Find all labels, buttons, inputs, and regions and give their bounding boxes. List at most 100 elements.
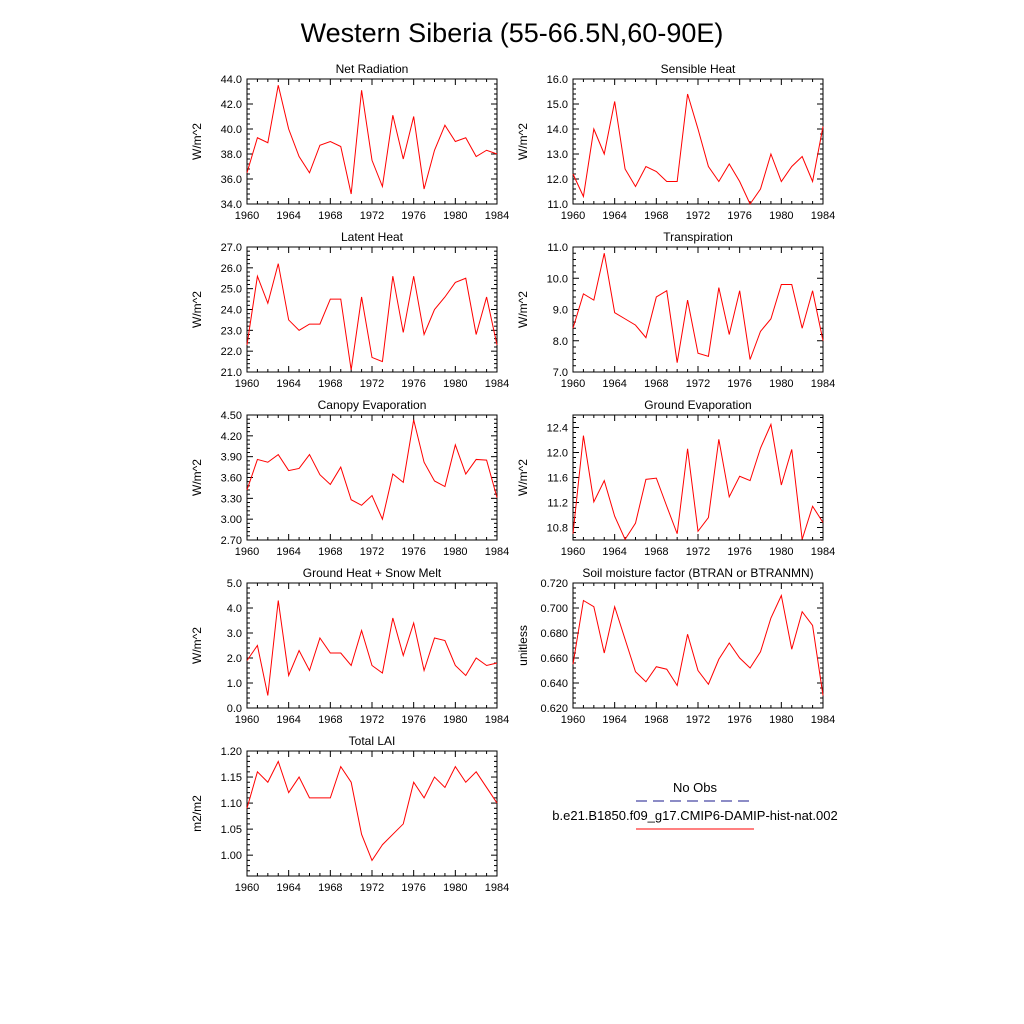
y-axis-label: W/m^2 — [516, 123, 530, 160]
x-tick-label: 1968 — [644, 378, 668, 390]
x-tick-label: 1964 — [602, 210, 626, 222]
y-axis-label: W/m^2 — [190, 123, 204, 160]
x-tick-label: 1968 — [318, 882, 342, 894]
plot-frame — [246, 78, 498, 205]
plot-frame — [246, 750, 498, 877]
series-line — [572, 93, 824, 206]
plot-frame — [246, 414, 498, 541]
x-tick-label: 1964 — [276, 882, 300, 894]
y-tick-label: 1.15 — [221, 772, 242, 784]
series-line — [246, 600, 498, 696]
x-tick-label: 1980 — [443, 210, 467, 222]
x-tick-label: 1984 — [485, 882, 509, 894]
plot-frame — [572, 78, 824, 205]
x-tick-label: 1984 — [485, 714, 509, 726]
panel-9: Total LAI 1960 1964 1968 1972 1976 1980 1984 1.0… — [190, 734, 509, 894]
plot-frame — [572, 582, 824, 709]
y-axis-label: W/m^2 — [516, 291, 530, 328]
x-tick-label: 1976 — [401, 714, 425, 726]
x-tick-label: 1968 — [644, 546, 668, 558]
series-line — [572, 593, 824, 696]
x-tick-label: 1964 — [602, 378, 626, 390]
panel-5: Canopy Evaporation 1960 1964 1968 1972 1976 19… — [190, 398, 509, 558]
y-axis-label: unitless — [516, 625, 530, 666]
panel-title: Ground Evaporation — [644, 398, 751, 412]
x-tick-label: 1960 — [235, 378, 259, 390]
y-tick-label: 4.0 — [227, 603, 242, 615]
x-tick-label: 1976 — [727, 210, 751, 222]
x-tick-label: 1972 — [686, 546, 710, 558]
legend-model-label: b.e21.B1850.f09_g17.CMIP6-DAMIP-hist-nat… — [552, 808, 837, 823]
y-axis-label: m2/m2 — [190, 795, 204, 832]
y-tick-label: 12.0 — [547, 174, 568, 186]
x-tick-label: 1976 — [401, 210, 425, 222]
y-axis-label: W/m^2 — [190, 459, 204, 496]
y-tick-label: 1.05 — [221, 824, 242, 836]
y-tick-label: 1.00 — [221, 850, 242, 862]
panel-title: Canopy Evaporation — [318, 398, 427, 412]
x-tick-label: 1972 — [360, 714, 384, 726]
series-line — [246, 760, 498, 862]
panel-title: Soil moisture factor (BTRAN or BTRANMN) — [582, 566, 813, 580]
y-tick-label: 42.0 — [221, 99, 242, 111]
panel-2: Sensible Heat 1960 1964 1968 1972 1976 1980 198… — [516, 62, 835, 222]
y-tick-label: 0.700 — [540, 603, 568, 615]
y-tick-label: 12.0 — [547, 448, 568, 460]
y-tick-label: 44.0 — [221, 74, 242, 86]
main-title: Western Siberia (55-66.5N,60-90E) — [301, 18, 724, 48]
x-tick-label: 1980 — [769, 714, 793, 726]
y-axis-label: W/m^2 — [190, 627, 204, 664]
x-tick-label: 1984 — [485, 378, 509, 390]
x-tick-label: 1980 — [769, 546, 793, 558]
legend: No Obs b.e21.B1850.f09_g17.CMIP6-DAMIP-h… — [552, 780, 838, 830]
x-tick-label: 1972 — [686, 714, 710, 726]
x-tick-label: 1972 — [686, 210, 710, 222]
y-tick-label: 11.0 — [547, 199, 568, 211]
y-tick-label: 10.8 — [547, 523, 568, 535]
panel-4: Transpiration 1960 1964 1968 1972 1976 1980 198… — [516, 230, 835, 390]
y-tick-label: 4.50 — [221, 410, 242, 422]
y-tick-label: 1.0 — [227, 678, 242, 690]
y-tick-label: 3.90 — [221, 452, 242, 464]
x-tick-label: 1960 — [235, 714, 259, 726]
series-line — [246, 419, 498, 521]
y-tick-label: 38.0 — [221, 149, 242, 161]
x-tick-label: 1984 — [485, 210, 509, 222]
y-tick-label: 7.0 — [553, 367, 568, 379]
panel-8: Soil moisture factor (BTRAN or BTRANMN) 1… — [516, 566, 835, 726]
x-tick-label: 1968 — [318, 546, 342, 558]
panel-title: Total LAI — [349, 734, 396, 748]
y-tick-label: 25.0 — [221, 284, 242, 296]
x-tick-label: 1984 — [811, 378, 835, 390]
plot-frame — [246, 246, 498, 373]
series-line — [246, 263, 498, 370]
x-tick-label: 1984 — [811, 714, 835, 726]
y-tick-label: 11.6 — [547, 473, 568, 485]
x-tick-label: 1972 — [360, 546, 384, 558]
y-tick-label: 21.0 — [221, 367, 242, 379]
x-tick-label: 1980 — [443, 546, 467, 558]
x-tick-label: 1980 — [769, 210, 793, 222]
x-tick-label: 1964 — [276, 546, 300, 558]
series-line — [572, 253, 824, 363]
plot-frame — [572, 414, 824, 541]
x-tick-label: 1972 — [360, 882, 384, 894]
x-tick-label: 1960 — [561, 546, 585, 558]
y-tick-label: 4.20 — [221, 431, 242, 443]
panel-title: Sensible Heat — [661, 62, 736, 76]
legend-obs-label: No Obs — [673, 780, 718, 795]
x-tick-label: 1968 — [318, 210, 342, 222]
x-tick-label: 1984 — [485, 546, 509, 558]
y-tick-label: 11.0 — [547, 242, 568, 254]
x-tick-label: 1976 — [727, 546, 751, 558]
x-tick-label: 1976 — [401, 882, 425, 894]
y-tick-label: 2.70 — [221, 535, 242, 547]
x-tick-label: 1964 — [602, 546, 626, 558]
panel-title: Transpiration — [663, 230, 733, 244]
series-line — [572, 422, 824, 541]
panel-3: Latent Heat 1960 1964 1968 1972 1976 1980 1984 2… — [190, 230, 509, 390]
x-tick-label: 1972 — [360, 378, 384, 390]
x-tick-label: 1964 — [276, 378, 300, 390]
y-axis-label: W/m^2 — [516, 459, 530, 496]
panels: Net Radiation 1960 1964 1968 1972 1976 1980 198… — [190, 62, 835, 894]
